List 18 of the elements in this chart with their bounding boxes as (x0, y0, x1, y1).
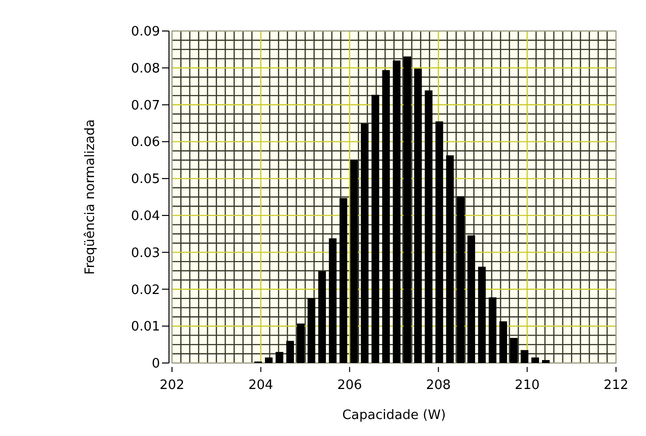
y-tick-label: 0.09 (131, 24, 160, 40)
y-tick-label: 0.08 (131, 61, 160, 76)
y-tick-label: 0.06 (131, 135, 160, 150)
x-tick-label: 206 (337, 378, 362, 393)
y-tick-label: 0.02 (131, 282, 160, 298)
y-tick-label: 0.04 (131, 208, 160, 224)
y-tick-label: 0.03 (131, 246, 160, 261)
y-tick-label: 0.01 (131, 320, 160, 335)
y-tick-label: 0.05 (131, 172, 160, 188)
x-tick-label: 208 (426, 378, 451, 393)
y-tick-label: 0.07 (131, 98, 160, 114)
x-tick-label: 210 (514, 378, 540, 393)
x-axis-title: Capacidade (W) (342, 408, 446, 423)
x-tick-label: 212 (604, 378, 628, 393)
y-tick-label: 0 (152, 356, 160, 372)
y-axis-title: Freqüência normalizada (83, 119, 98, 275)
x-tick-label: 204 (248, 378, 274, 393)
x-tick-label: 202 (160, 378, 184, 393)
